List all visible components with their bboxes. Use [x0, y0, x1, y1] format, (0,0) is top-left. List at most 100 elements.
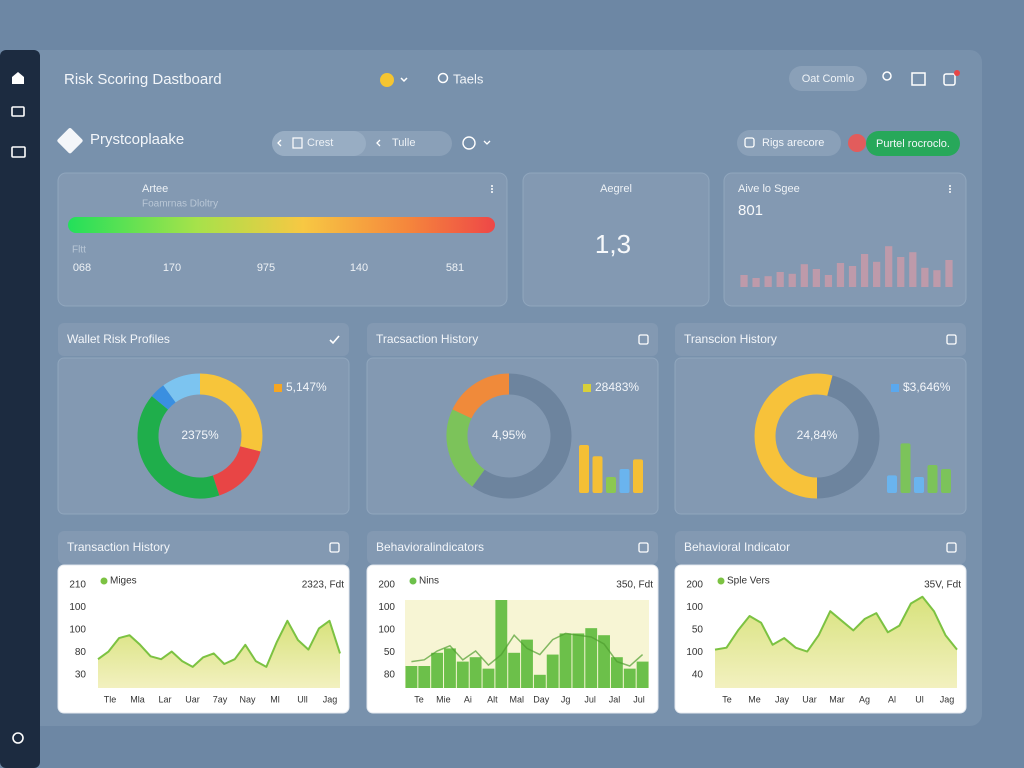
header-button-label[interactable]: Oat Comlo: [802, 73, 855, 85]
menu-dot[interactable]: [491, 188, 493, 190]
nav-icon[interactable]: [11, 106, 25, 117]
expand-icon[interactable]: [638, 542, 649, 553]
x-axis-label: Jul: [584, 694, 596, 704]
donut-segment: [151, 385, 176, 410]
menu-dot[interactable]: [491, 191, 493, 193]
x-axis-label: Ull: [297, 694, 308, 704]
x-axis-label: Ml: [270, 694, 280, 704]
action-button-label[interactable]: Purtel rocroclo.: [876, 138, 950, 150]
y-axis-label: 100: [378, 602, 395, 613]
chart-note: 35V, Fdt: [924, 580, 961, 591]
bar: [860, 254, 869, 287]
chevron[interactable]: [483, 140, 491, 145]
legend-label: Sple Vers: [727, 576, 770, 587]
donut-segment: [816, 375, 880, 499]
notify-icon[interactable]: [943, 73, 956, 86]
x-axis-label: Lar: [158, 694, 171, 704]
tab[interactable]: Crest: [307, 137, 333, 149]
y-axis-label: 30: [75, 670, 87, 681]
expand-icon[interactable]: [946, 334, 957, 345]
menu-dot[interactable]: [491, 185, 493, 187]
panel-header: [675, 531, 966, 564]
bar: [933, 270, 941, 287]
line: [97, 619, 341, 668]
header-button[interactable]: [789, 66, 867, 91]
x-axis-label: Mar: [829, 694, 845, 704]
bank-icon[interactable]: [911, 72, 926, 86]
donut-segment: [472, 373, 572, 499]
bar: [418, 666, 431, 688]
panel-title: Wallet Risk Profiles: [67, 332, 170, 346]
donut-segment: [199, 373, 263, 452]
x-axis-label: Uar: [185, 694, 200, 704]
donut-segment: [816, 373, 833, 396]
x-axis-label: Jul: [633, 694, 645, 704]
donut-segment: [163, 373, 201, 403]
tab[interactable]: Tulle: [392, 137, 415, 149]
expand-icon[interactable]: [638, 334, 649, 345]
x-axis-label: Uar: [802, 694, 817, 704]
expand-icon[interactable]: [946, 542, 957, 553]
card: [57, 172, 508, 307]
card-value: 1,3: [595, 229, 631, 259]
legend-dot: [717, 577, 725, 585]
y-axis-label: 200: [378, 580, 395, 591]
expand-icon[interactable]: [329, 542, 340, 553]
x-axis-label: Nay: [239, 694, 256, 704]
settings-icon[interactable]: [12, 732, 24, 744]
tab-active[interactable]: [272, 131, 366, 156]
area-fill: [715, 596, 957, 688]
chevron[interactable]: [376, 139, 381, 147]
nav-icon[interactable]: [11, 146, 26, 158]
bar: [776, 272, 784, 287]
scale-tick-label: 581: [446, 262, 464, 274]
menu-dot[interactable]: [949, 185, 951, 187]
bar: [482, 668, 495, 688]
y-axis-label: 100: [686, 647, 703, 658]
legend-dot: [100, 577, 108, 585]
bar: [444, 648, 456, 688]
bar: [546, 654, 559, 688]
bar: [469, 657, 482, 688]
avatar[interactable]: [848, 134, 866, 152]
panel-title: Transcion History: [684, 332, 777, 346]
scale-tick-label: 140: [350, 262, 368, 274]
legend-swatch: [274, 384, 282, 392]
donut-segment: [452, 373, 510, 419]
scale-tick-label: 975: [257, 262, 275, 274]
check-icon[interactable]: [329, 335, 340, 345]
bar: [885, 246, 893, 287]
donut-center-label: 24,84%: [797, 428, 838, 442]
panel-title: Transaction History: [67, 540, 170, 554]
legend-label: Nins: [419, 576, 439, 587]
bar: [598, 635, 610, 688]
nav-link[interactable]: Taels: [453, 71, 484, 86]
menu-dot[interactable]: [949, 191, 951, 193]
bar: [636, 661, 649, 688]
home-icon[interactable]: [12, 72, 24, 84]
legend-label: Miges: [110, 576, 137, 587]
y-axis-label: 40: [692, 670, 704, 681]
chevron: [400, 77, 408, 83]
action-button[interactable]: [866, 131, 960, 156]
donut-center-label: 4,95%: [492, 428, 526, 442]
bar: [764, 276, 772, 287]
bar: [824, 275, 833, 287]
score-button[interactable]: [737, 130, 841, 156]
score-button-label[interactable]: Rigs arecore: [762, 137, 824, 149]
bar: [585, 628, 598, 688]
x-axis-label: Day: [533, 694, 550, 704]
legend-label: 5,147%: [286, 380, 327, 394]
filter-icon[interactable]: [462, 136, 476, 150]
bar: [533, 674, 546, 688]
status-icon[interactable]: [380, 73, 394, 87]
x-axis-label: Te: [722, 694, 732, 704]
bar: [914, 477, 924, 493]
x-axis-label: Mie: [436, 694, 451, 704]
chevron[interactable]: [277, 139, 282, 147]
menu-dot[interactable]: [949, 188, 951, 190]
chart-note: 350, Fdt: [616, 580, 653, 591]
user-icon[interactable]: [882, 71, 892, 81]
bar: [521, 639, 533, 688]
